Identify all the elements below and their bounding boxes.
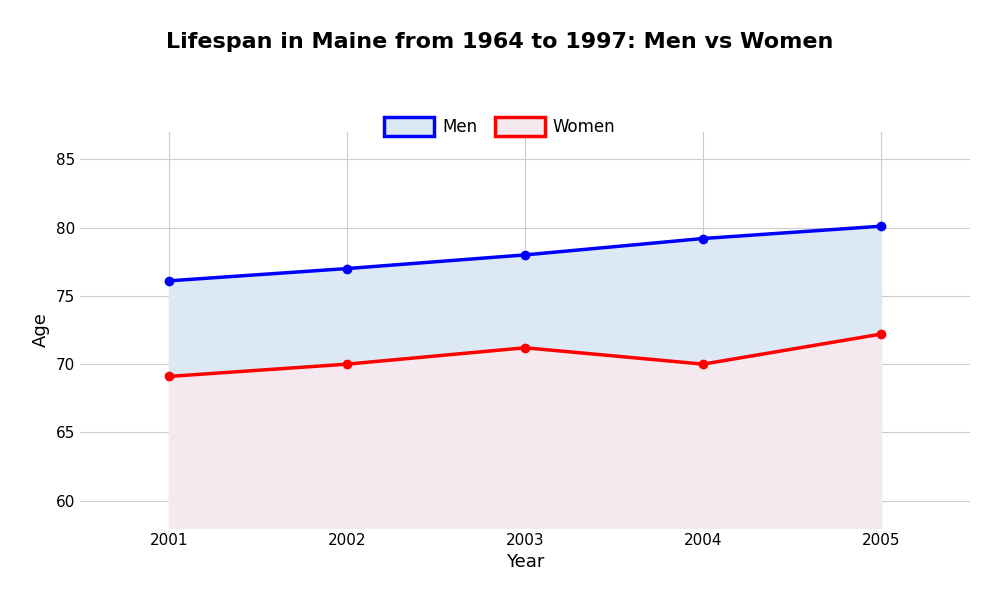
X-axis label: Year: Year bbox=[506, 553, 544, 571]
Text: Lifespan in Maine from 1964 to 1997: Men vs Women: Lifespan in Maine from 1964 to 1997: Men… bbox=[166, 32, 834, 52]
Legend: Men, Women: Men, Women bbox=[378, 110, 622, 143]
Y-axis label: Age: Age bbox=[32, 313, 50, 347]
